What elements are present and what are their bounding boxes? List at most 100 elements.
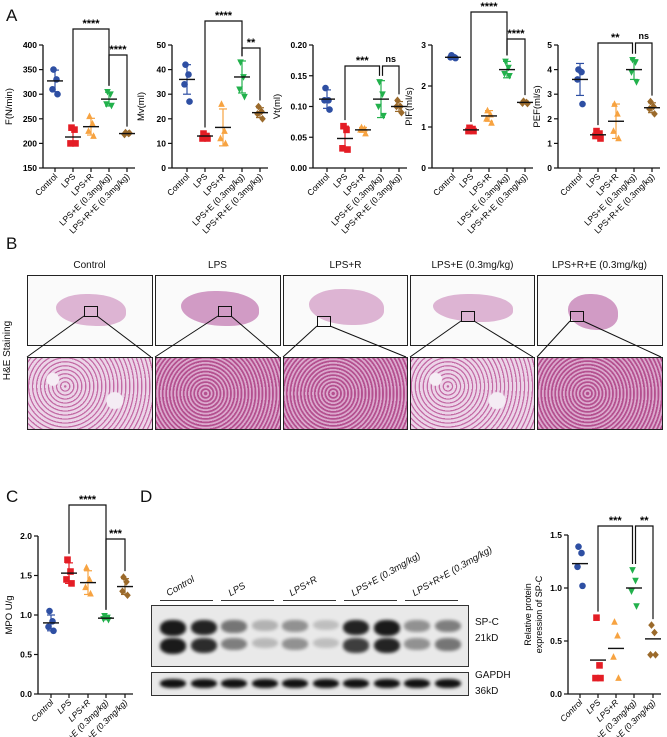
y-tick-label: 3 — [421, 40, 426, 50]
data-point — [578, 68, 585, 76]
data-point — [647, 650, 654, 659]
y-tick-label: 5 — [547, 40, 552, 50]
data-point — [592, 132, 599, 140]
chart-spc: 0.0 0.5 1.0 1.5 Relative proteinexpression o… — [523, 515, 661, 737]
significance-bracket — [634, 525, 654, 620]
gapdh-band — [251, 679, 278, 688]
zoom-connector — [154, 315, 219, 358]
y-tick-label: 4 — [547, 65, 552, 75]
data-point — [218, 100, 225, 107]
sp-c-band — [190, 620, 217, 636]
sp-c-band — [312, 638, 339, 649]
data-point — [217, 134, 224, 142]
y-axis-label: PIF(ml/s) — [404, 87, 415, 126]
sp-c-band — [282, 620, 308, 632]
data-point — [575, 543, 582, 550]
data-point — [647, 97, 654, 106]
data-point — [505, 64, 512, 72]
data-point — [506, 72, 513, 80]
data-point — [54, 90, 61, 98]
histology-zoom-image — [537, 357, 663, 430]
gapdh-band — [282, 679, 308, 688]
sp-c-band — [343, 620, 369, 636]
data-point — [628, 69, 635, 76]
data-point — [186, 98, 193, 105]
sp-c-band — [251, 620, 278, 631]
data-point — [632, 577, 639, 585]
data-point — [632, 59, 639, 67]
gapdh-band — [343, 679, 369, 688]
x-tick-label: Control — [33, 171, 60, 198]
histology-overview-image — [155, 275, 281, 346]
significance-bracket — [344, 65, 381, 121]
data-point — [63, 576, 70, 583]
panel-label-a: A — [6, 6, 18, 25]
y-axis-label: Relative proteinexpression of SP-C — [523, 575, 544, 653]
data-point — [488, 119, 495, 126]
y-tick-label: 250 — [23, 114, 37, 124]
data-point — [241, 93, 248, 101]
data-point — [380, 112, 387, 120]
x-tick-label: Control — [431, 171, 458, 198]
histology-col-label: LPS+R+E (0.3mg/kg) — [551, 260, 648, 271]
significance-bracket — [108, 54, 128, 127]
y-tick-label: 50 — [157, 40, 167, 50]
panel-label-d: D — [140, 487, 153, 506]
x-tick-label: Control — [558, 697, 585, 724]
significance-label: ns — [638, 31, 649, 41]
y-tick-label: 10 — [157, 138, 167, 148]
histology-overview-image — [27, 275, 153, 346]
gapdh-band-label: GAPDH — [475, 670, 511, 681]
sp-c-band — [404, 638, 430, 650]
data-point — [483, 115, 490, 122]
zoom-connector — [409, 320, 462, 358]
gapdh-band — [160, 679, 186, 688]
significance-label: ns — [385, 54, 396, 64]
y-axis-label: MPO U/g — [4, 595, 15, 634]
sp-c-band — [251, 638, 278, 649]
y-tick-label: 400 — [23, 40, 37, 50]
data-point — [103, 101, 110, 108]
significance-label: ** — [611, 32, 620, 44]
y-tick-label: 30 — [157, 89, 167, 99]
data-point — [82, 583, 89, 591]
sp-c-band — [373, 638, 400, 654]
gapdh-band — [373, 679, 400, 688]
y-tick-label: 2 — [421, 81, 426, 91]
y-axis-label-line: Relative protein — [523, 583, 533, 646]
significance-label: **** — [79, 494, 97, 506]
y-tick-label: 300 — [23, 89, 37, 99]
data-point — [53, 76, 60, 83]
sp-c-band — [434, 620, 461, 633]
y-tick-label: 1.0 — [550, 583, 562, 593]
data-point — [236, 86, 243, 94]
data-point — [650, 102, 657, 111]
y-tick-label: 1.0 — [20, 610, 32, 620]
histology-overview-image — [283, 275, 408, 346]
data-point — [651, 110, 658, 118]
data-point — [46, 607, 53, 615]
data-point — [628, 588, 635, 595]
data-point — [67, 568, 74, 575]
significance-bracket — [381, 65, 400, 95]
gapdh-band — [221, 679, 247, 688]
significance-label: *** — [356, 55, 370, 67]
data-point — [375, 103, 382, 111]
data-point — [339, 145, 346, 152]
significance-bracket — [72, 28, 110, 122]
y-tick-label: 0 — [421, 163, 426, 173]
x-tick-label: Control — [305, 171, 332, 198]
y-tick-label: 0.00 — [290, 163, 307, 173]
data-point — [67, 140, 74, 147]
zoom-connector — [26, 315, 85, 358]
significance-bracket — [597, 525, 634, 612]
significance-label: **** — [109, 44, 127, 56]
gapdh-blot — [151, 672, 469, 696]
data-point — [45, 623, 52, 631]
data-point — [633, 603, 640, 610]
significance-bracket — [470, 11, 508, 122]
histology-col-label: LPS+R — [329, 260, 362, 271]
